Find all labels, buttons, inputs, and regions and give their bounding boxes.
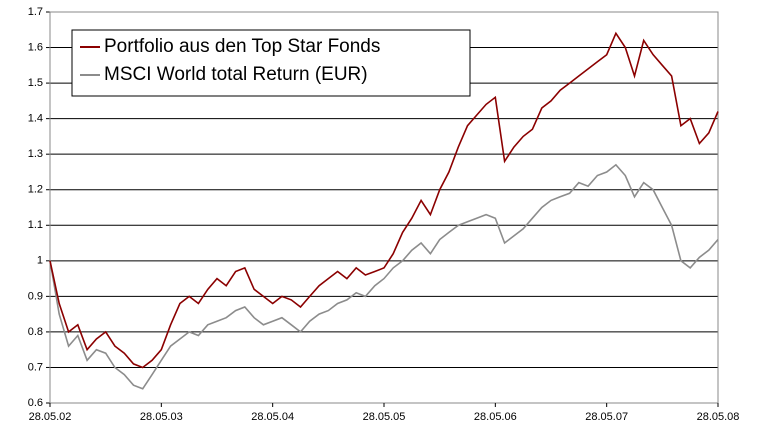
x-tick-label: 28.05.03 — [140, 411, 183, 423]
y-tick-label: 0.6 — [28, 397, 43, 409]
y-tick-label: 0.9 — [28, 290, 43, 302]
legend-label: MSCI World total Return (EUR) — [104, 64, 368, 85]
x-tick-label: 28.05.05 — [363, 411, 406, 423]
y-tick-label: 0.7 — [28, 361, 43, 373]
x-tick-label: 28.05.08 — [697, 411, 740, 423]
series-line — [49, 163, 719, 390]
y-tick-label: 1.5 — [28, 77, 43, 89]
legend-box — [71, 29, 471, 97]
y-tick-label: 1.4 — [28, 113, 43, 125]
y-tick-label: 1.2 — [28, 184, 43, 196]
series-line — [49, 31, 719, 369]
y-tick-label: 1.6 — [28, 41, 43, 53]
y-tick-label: 1.1 — [28, 219, 43, 231]
y-tick-label: 1.7 — [28, 6, 43, 18]
x-tick-label: 28.05.02 — [29, 411, 72, 423]
y-tick-label: 0.8 — [28, 326, 43, 338]
x-tick-label: 28.05.07 — [585, 411, 628, 423]
legend-label: Portfolio aus den Top Star Fonds — [104, 36, 380, 57]
x-tick-label: 28.05.06 — [474, 411, 517, 423]
y-tick-label: 1.3 — [28, 148, 43, 160]
y-tick-label: 1 — [37, 255, 43, 267]
x-tick-label: 28.05.04 — [251, 411, 294, 423]
